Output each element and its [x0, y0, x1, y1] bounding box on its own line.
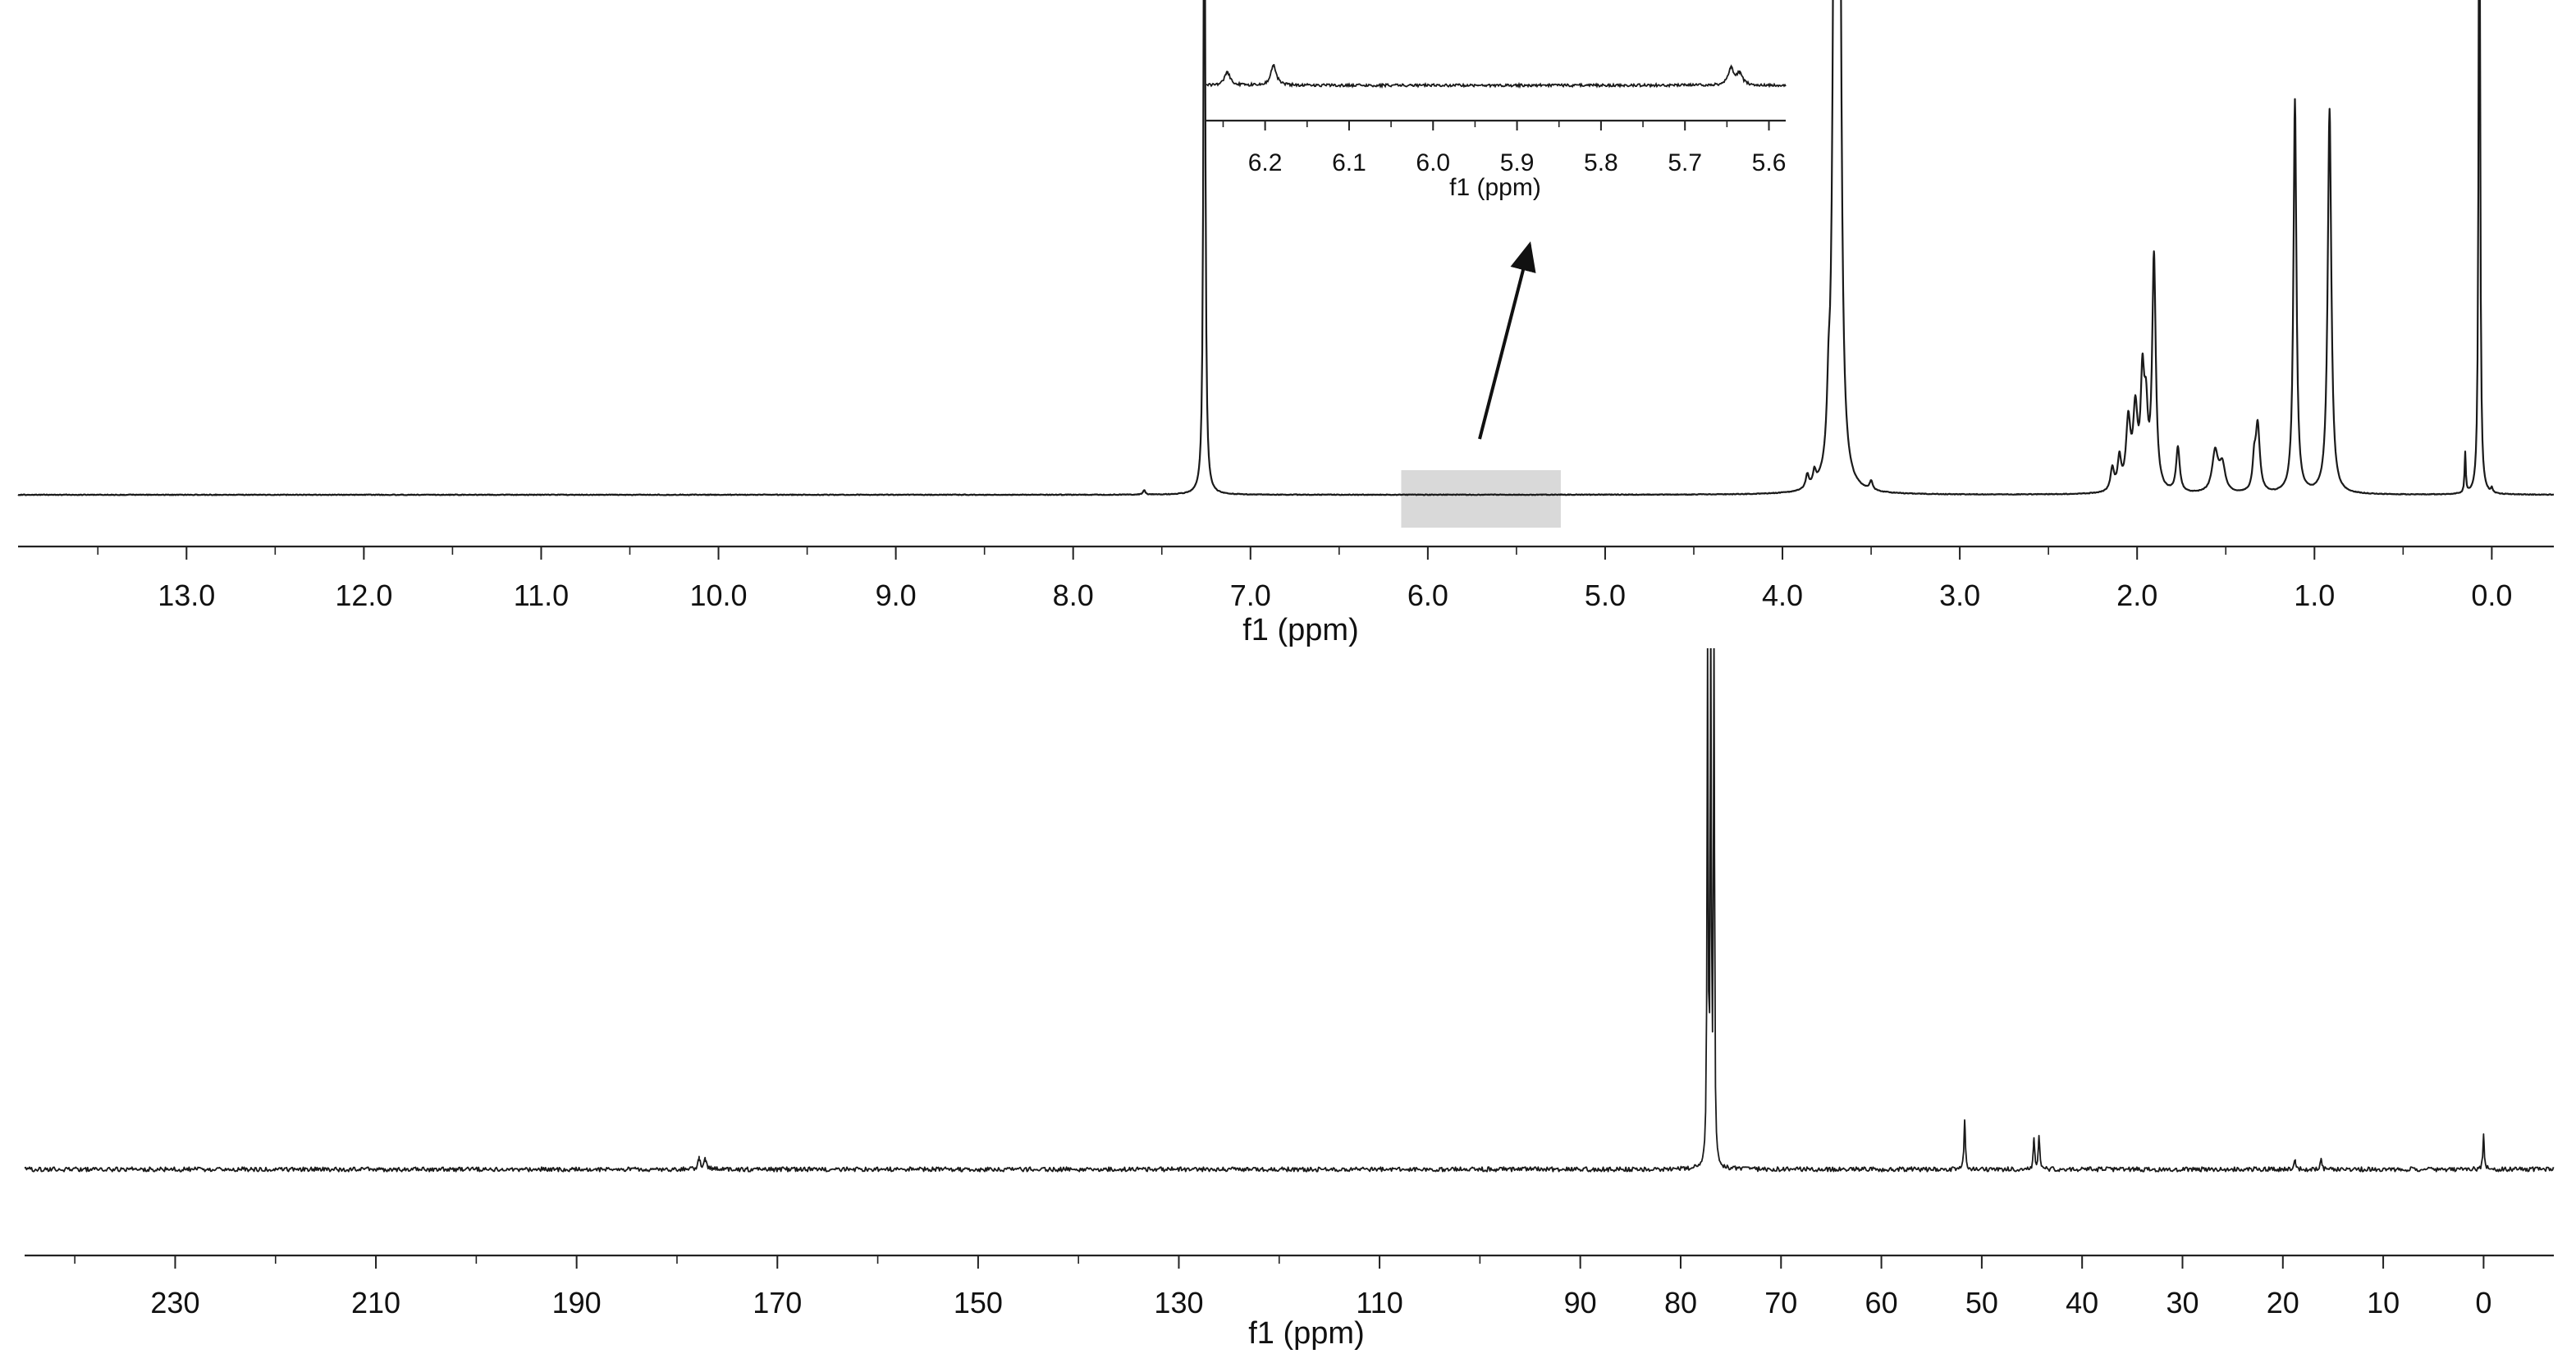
inset-spectrum-trace [1206, 64, 1787, 89]
h1-tick-label: 9.0 [876, 579, 917, 612]
c13-tick-label: 90 [1564, 1286, 1597, 1319]
inset-tick-label: 6.2 [1248, 149, 1283, 176]
h1-spectrum-panel: 13.0 12.0 11.0 10.0 9.0 8.0 7.0 6.0 5.0 4.0 3.0 2.0… [17, 0, 2555, 647]
h1-tick-label: 13.0 [158, 579, 215, 612]
inset-axis: 6.2 6.1 6.0 5.9 5.8 5.7 5.6 [1206, 119, 1787, 176]
c13-spectrum-trace [24, 648, 2555, 1173]
c13-xaxis-label: f1 (ppm) [1248, 1316, 1364, 1351]
h1-tick-label: 10.0 [689, 579, 747, 612]
c13-tick-label: 110 [1356, 1286, 1402, 1319]
h1-tick-label: 11.0 [514, 579, 569, 612]
inset-tick-label: 6.1 [1332, 149, 1366, 176]
h1-spectrum-trace [17, 0, 2555, 496]
c13-tick-label: 0 [2475, 1286, 2491, 1319]
c13-tick-label: 190 [552, 1286, 602, 1319]
highlight-region [1401, 470, 1561, 528]
c13-tick-label: 150 [954, 1286, 1003, 1319]
c13-tick-label: 30 [2166, 1286, 2199, 1319]
inset-tick-label: 5.6 [1752, 149, 1787, 176]
c13-tick-label: 20 [2267, 1286, 2299, 1319]
inset-tick-label: 5.7 [1668, 149, 1702, 176]
inset-tick-label: 5.8 [1584, 149, 1618, 176]
c13-spectrum-panel: 230 210 190 170 150 130 110 90 80 70 60 50 40 30 20 10 0… [24, 648, 2555, 1351]
c13-tick-label: 50 [1965, 1286, 1998, 1319]
h1-xaxis-label: f1 (ppm) [1242, 613, 1358, 647]
inset-xaxis-label: f1 (ppm) [1449, 174, 1541, 201]
h1-inset: 6.2 6.1 6.0 5.9 5.8 5.7 5.6 f1 (ppm) [1206, 64, 1787, 201]
c13-tick-label: 210 [351, 1286, 400, 1319]
c13-tick-label: 80 [1664, 1286, 1697, 1319]
h1-tick-label: 5.0 [1585, 579, 1626, 612]
c13-tick-label: 70 [1764, 1286, 1797, 1319]
h1-tick-label: 0.0 [2471, 579, 2512, 612]
h1-axis: 13.0 12.0 11.0 10.0 9.0 8.0 7.0 6.0 5.0 4.0 3.0 2.0… [18, 545, 2554, 612]
h1-tick-label: 4.0 [1762, 579, 1803, 612]
c13-tick-label: 170 [753, 1286, 802, 1319]
h1-tick-label: 2.0 [2116, 579, 2157, 612]
h1-tick-label: 8.0 [1053, 579, 1094, 612]
inset-tick-label: 6.0 [1416, 149, 1450, 176]
h1-tick-label: 12.0 [335, 579, 392, 612]
h1-tick-label: 6.0 [1407, 579, 1448, 612]
c13-axis: 230 210 190 170 150 130 110 90 80 70 60 50 40 30 20 10 0 [25, 1254, 2554, 1319]
c13-tick-label: 130 [1154, 1286, 1203, 1319]
c13-tick-label: 10 [2367, 1286, 2400, 1319]
c13-tick-label: 40 [2066, 1286, 2098, 1319]
h1-tick-label: 7.0 [1230, 579, 1271, 612]
h1-tick-label: 1.0 [2294, 579, 2335, 612]
inset-tick-label: 5.9 [1500, 149, 1535, 176]
c13-tick-label: 230 [150, 1286, 199, 1319]
h1-tick-label: 3.0 [1939, 579, 1980, 612]
inset-arrow [1478, 241, 1536, 440]
c13-tick-label: 60 [1865, 1286, 1898, 1319]
